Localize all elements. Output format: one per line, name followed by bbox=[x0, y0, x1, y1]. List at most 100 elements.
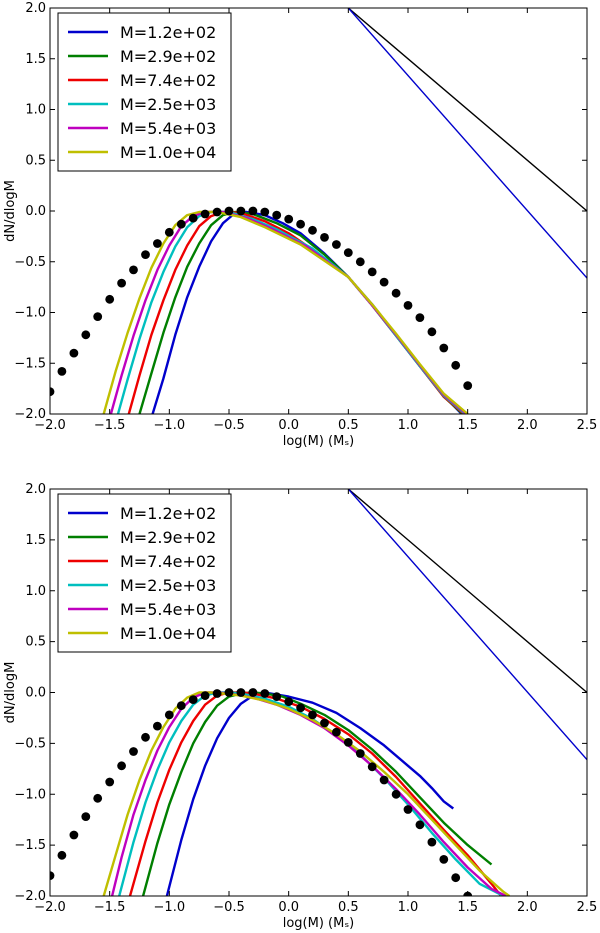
legend-label: M=2.9e+02 bbox=[120, 47, 216, 66]
data-dot bbox=[188, 213, 198, 223]
y-tick-label: 0.5 bbox=[25, 153, 46, 168]
data-dot bbox=[272, 692, 282, 701]
x-tick-label: 2.5 bbox=[577, 900, 598, 915]
data-dot bbox=[141, 250, 150, 259]
data-dot bbox=[260, 689, 270, 698]
legend-label: M=2.9e+02 bbox=[120, 528, 216, 547]
data-dot bbox=[200, 209, 210, 219]
data-dot bbox=[212, 207, 222, 217]
data-dot bbox=[343, 248, 353, 257]
plot-contents bbox=[50, 489, 587, 896]
data-dot bbox=[367, 267, 377, 277]
data-dot bbox=[320, 718, 329, 728]
y-tick-label: 0.0 bbox=[25, 686, 46, 701]
y-tick-label: −1.0 bbox=[14, 306, 46, 321]
data-dot bbox=[296, 703, 305, 713]
x-tick-label: 0.0 bbox=[278, 900, 299, 915]
y-tick-label: −1.0 bbox=[14, 787, 46, 802]
data-dot bbox=[164, 227, 174, 237]
x-tick-label: 1.0 bbox=[398, 900, 419, 915]
data-dot bbox=[367, 762, 377, 772]
black-reference-line bbox=[347, 489, 587, 694]
legend-label: M=2.5e+03 bbox=[120, 576, 216, 595]
legend-label: M=5.4e+03 bbox=[120, 119, 216, 138]
y-tick-label: −0.5 bbox=[14, 736, 46, 751]
data-dot bbox=[236, 206, 246, 216]
data-dot bbox=[69, 348, 79, 358]
data-dot bbox=[427, 327, 437, 337]
data-dot bbox=[57, 367, 67, 376]
data-dot bbox=[248, 688, 258, 697]
x-axis-label: log(M) (Mₛ) bbox=[283, 916, 355, 931]
data-dot bbox=[212, 689, 222, 698]
data-dot bbox=[343, 738, 353, 747]
data-dot bbox=[153, 721, 162, 731]
y-axis: 2.0 1.5 1.0 0.5 0.0 −0.5 −1.0 −1.5 −2.0 bbox=[14, 482, 587, 904]
x-tick-label: 0.5 bbox=[338, 418, 359, 433]
y-tick-label: 0.0 bbox=[25, 204, 46, 219]
x-tick-label: 2.5 bbox=[577, 418, 598, 433]
legend-label: M=1.0e+04 bbox=[120, 624, 216, 643]
data-dot bbox=[117, 278, 126, 288]
y-tick-label: 0.5 bbox=[25, 635, 46, 650]
data-dot bbox=[415, 313, 425, 322]
x-tick-label: 1.5 bbox=[457, 900, 478, 915]
data-dot bbox=[224, 688, 234, 697]
data-dot bbox=[224, 206, 234, 216]
x-tick-label: 0.0 bbox=[278, 418, 299, 433]
legend-label: M=5.4e+03 bbox=[120, 600, 216, 619]
data-dot bbox=[153, 239, 162, 248]
y-tick-label: −1.5 bbox=[14, 356, 46, 371]
data-dot bbox=[463, 381, 473, 390]
data-dot bbox=[200, 691, 210, 700]
data-dot bbox=[439, 343, 449, 353]
black-dots bbox=[50, 688, 473, 896]
y-tick-label: −2.0 bbox=[14, 407, 46, 422]
y-tick-label: −1.5 bbox=[14, 838, 46, 853]
data-dot bbox=[355, 257, 365, 267]
blue-reference-line bbox=[347, 8, 587, 279]
data-dot bbox=[236, 688, 246, 697]
data-dot bbox=[296, 219, 305, 229]
y-axis-label: dN/dlogM bbox=[3, 662, 18, 724]
y-tick-label: −2.0 bbox=[14, 889, 46, 904]
legend-box bbox=[57, 12, 232, 172]
data-dot bbox=[93, 312, 103, 321]
x-tick-label: −1.0 bbox=[154, 418, 186, 433]
y-tick-label: −0.5 bbox=[14, 255, 46, 270]
data-dot bbox=[81, 330, 91, 340]
data-dot bbox=[379, 277, 389, 287]
chart-panel-bottom: −2.0 −1.5 −1.0 −0.5 0.0 0.5 1.0 1.5 2.0 2.5 2.0 1.5… bbox=[3, 482, 597, 931]
y-tick-label: 1.5 bbox=[25, 533, 46, 548]
data-dot bbox=[379, 775, 389, 785]
x-tick-label: −2.0 bbox=[34, 900, 66, 915]
legend: M=1.2e+02 M=2.9e+02 M=7.4e+02 M=2.5e+03 M=5.… bbox=[57, 12, 232, 172]
data-dot bbox=[308, 225, 317, 235]
data-dot bbox=[284, 214, 294, 224]
data-dot bbox=[117, 761, 126, 771]
legend-label: M=1.2e+02 bbox=[120, 504, 216, 523]
data-dot bbox=[391, 288, 401, 298]
plot-contents bbox=[50, 8, 587, 414]
legend-box bbox=[57, 493, 232, 653]
data-dot bbox=[248, 206, 258, 216]
y-tick-label: 2.0 bbox=[25, 1, 46, 16]
x-tick-label: −2.0 bbox=[34, 418, 66, 433]
data-dot bbox=[272, 210, 282, 220]
data-dot bbox=[284, 697, 294, 707]
x-tick-label: 1.5 bbox=[457, 418, 478, 433]
data-dot bbox=[176, 219, 186, 229]
series-line-6 bbox=[102, 691, 511, 896]
data-dot bbox=[332, 727, 341, 737]
x-tick-label: −1.5 bbox=[94, 900, 126, 915]
x-axis-label: log(M) (Mₛ) bbox=[283, 434, 355, 449]
data-dot bbox=[188, 695, 198, 704]
x-tick-label: 1.0 bbox=[398, 418, 419, 433]
x-tick-label: −0.5 bbox=[213, 900, 245, 915]
x-tick-label: 2.0 bbox=[517, 418, 538, 433]
x-tick-label: 0.5 bbox=[338, 900, 359, 915]
data-dot bbox=[415, 820, 425, 830]
data-dot bbox=[164, 710, 174, 720]
data-dot bbox=[332, 240, 341, 249]
